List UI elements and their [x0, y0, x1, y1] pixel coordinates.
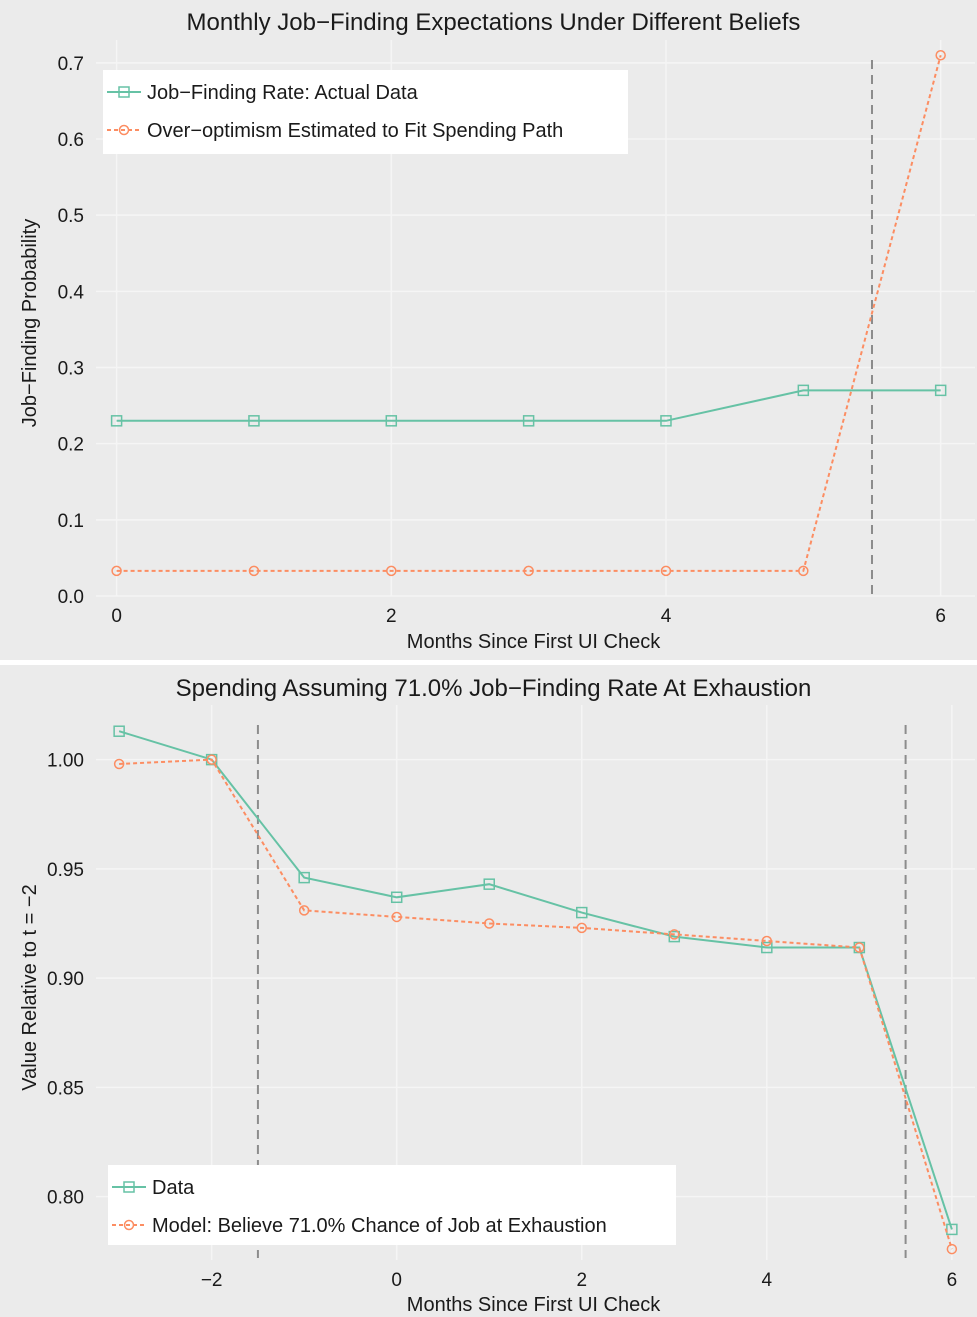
data-point-square [934, 384, 947, 397]
legend-key-square [123, 1181, 135, 1193]
y-tick-label: 0.6 [58, 130, 84, 151]
legend-key-circle [118, 124, 130, 136]
data-point-square [797, 384, 810, 397]
data-point-square [298, 871, 310, 884]
data-point-circle [669, 929, 680, 940]
data-point-circle [483, 918, 495, 929]
data-point-circle [298, 905, 310, 916]
data-point-square [248, 415, 260, 427]
x-tick-label: 6 [947, 1270, 958, 1291]
chart-title: Monthly Job−Finding Expectations Under D… [187, 9, 801, 36]
x-tick-label: 2 [386, 606, 397, 627]
data-point-square [668, 930, 681, 943]
legend-key-square [118, 86, 130, 98]
series-line-data [118, 730, 953, 1230]
data-point-square [385, 415, 398, 427]
data-point-circle [854, 942, 865, 953]
x-tick-label: 2 [576, 1270, 587, 1291]
data-point-square [113, 725, 125, 737]
data-point-circle [113, 758, 125, 770]
legend-label: Job−Finding Rate: Actual Data [147, 82, 419, 104]
data-point-square [110, 415, 123, 427]
data-point-circle [248, 565, 260, 577]
chart-title: Spending Assuming 71.0% Job−Finding Rate… [176, 675, 812, 702]
data-point-circle [935, 49, 946, 61]
legend-label: Data [152, 1177, 195, 1199]
y-tick-label: 0.4 [58, 282, 85, 303]
data-point-square [660, 415, 672, 427]
data-point-square [522, 415, 535, 427]
legend-label: Model: Believe 71.0% Chance of Job at Ex… [152, 1215, 607, 1237]
x-tick-label: 4 [762, 1270, 773, 1291]
data-point-circle [946, 1243, 958, 1255]
data-point-circle [386, 565, 397, 577]
data-point-circle [761, 935, 773, 947]
legend-box [108, 1165, 676, 1245]
y-tick-label: 0.5 [58, 206, 84, 227]
y-tick-label: 0.3 [58, 359, 84, 380]
x-tick-label: −2 [201, 1270, 223, 1291]
legend-label: Over−optimism Estimated to Fit Spending … [147, 120, 563, 142]
x-axis-label: Months Since First UI Check [407, 631, 661, 653]
data-point-circle [206, 754, 217, 765]
y-tick-label: 1.00 [47, 751, 84, 772]
y-tick-label: 0.85 [47, 1078, 84, 1099]
x-tick-label: 0 [391, 1270, 402, 1291]
legend-box [103, 70, 628, 154]
series-line-model [119, 758, 953, 1250]
spending-chart: 0.80 0.85 0.90 0.95 1.00 −2 0 2 4 6 Spending Assum… [0, 665, 977, 1317]
data-point-circle [111, 565, 122, 577]
y-axis-label: Job−Finding Probability [19, 219, 41, 427]
data-point-circle [576, 922, 588, 934]
y-tick-label: 0.7 [58, 54, 84, 75]
y-tick-label: 0.90 [47, 969, 84, 990]
data-point-circle [660, 565, 672, 577]
data-point-circle [391, 911, 402, 923]
series-line-model [116, 54, 942, 572]
data-point-circle [798, 565, 809, 577]
data-point-square [390, 891, 403, 904]
data-point-square [761, 941, 773, 954]
y-tick-label: 0.0 [58, 587, 84, 608]
x-tick-label: 0 [111, 606, 122, 627]
y-axis-label: Value Relative to t = −2 [19, 884, 41, 1090]
y-tick-label: 0.2 [58, 435, 84, 456]
data-point-circle [523, 565, 534, 577]
y-tick-label: 0.95 [47, 860, 84, 881]
x-tick-label: 4 [661, 606, 672, 627]
series-line-data [116, 389, 941, 422]
x-axis-label: Months Since First UI Check [407, 1294, 661, 1316]
data-point-square [576, 906, 588, 919]
data-point-square [483, 878, 495, 890]
legend-key-circle [123, 1219, 135, 1231]
y-tick-label: 0.1 [58, 511, 84, 532]
job-finding-chart: 0.0 0.1 0.2 0.3 0.4 0.5 0.6 0.7 0 2 4 6 Monthly Job−… [0, 0, 977, 660]
x-tick-label: 6 [935, 606, 946, 627]
y-tick-label: 0.80 [47, 1188, 84, 1209]
